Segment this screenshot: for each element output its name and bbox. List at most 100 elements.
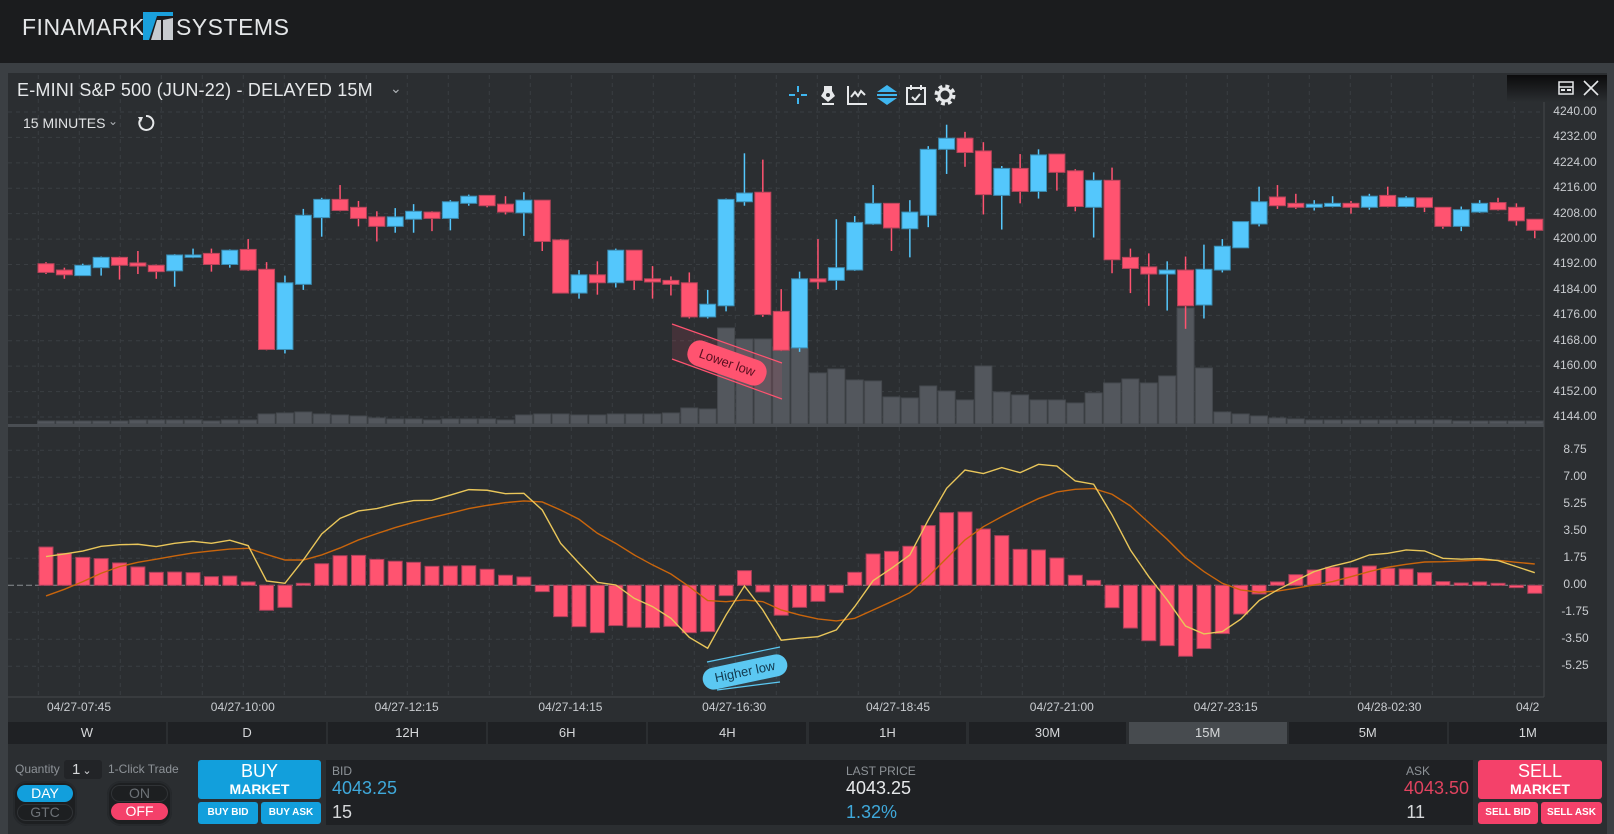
timeframe-button-w[interactable]: W: [8, 722, 166, 744]
candle[interactable]: [1177, 256, 1195, 329]
candle[interactable]: [405, 204, 423, 233]
layers-icon[interactable]: [875, 83, 899, 107]
candle[interactable]: [1158, 261, 1176, 311]
buy-ask-button[interactable]: BUY ASK: [261, 802, 321, 824]
candle[interactable]: [588, 261, 606, 295]
candle[interactable]: [882, 202, 900, 251]
candle[interactable]: [1305, 200, 1323, 211]
timeframe-button-12h[interactable]: 12H: [328, 722, 487, 744]
candle[interactable]: [938, 124, 956, 174]
candle[interactable]: [552, 239, 570, 294]
candle[interactable]: [276, 275, 294, 354]
candle[interactable]: [294, 208, 312, 290]
candle[interactable]: [956, 131, 974, 167]
buy-bid-button[interactable]: BUY BID: [198, 802, 258, 824]
candle[interactable]: [1287, 193, 1305, 209]
timeframe-button-6h[interactable]: 6H: [488, 722, 647, 744]
timeframe-button-1m[interactable]: 1M: [1448, 722, 1607, 744]
candle[interactable]: [1140, 253, 1158, 306]
candle[interactable]: [1526, 218, 1544, 239]
candle[interactable]: [423, 211, 441, 232]
timeframe-button-4h[interactable]: 4H: [648, 722, 807, 744]
candle[interactable]: [74, 263, 92, 277]
one-click-trade-toggle[interactable]: ON OFF: [107, 781, 172, 826]
candle[interactable]: [644, 266, 662, 299]
chevron-down-icon[interactable]: ⌄: [108, 114, 119, 128]
gtc-option[interactable]: GTC: [17, 804, 73, 821]
line-chart-icon[interactable]: [845, 83, 869, 107]
candle[interactable]: [974, 142, 992, 215]
candle[interactable]: [1048, 153, 1066, 191]
candle[interactable]: [1011, 154, 1029, 204]
candle[interactable]: [1452, 206, 1470, 232]
candle[interactable]: [570, 270, 588, 299]
pen-tool-icon[interactable]: [816, 83, 840, 107]
candle[interactable]: [515, 192, 533, 236]
candle[interactable]: [607, 248, 625, 288]
candle[interactable]: [497, 196, 514, 215]
candle[interactable]: [662, 276, 680, 296]
buy-market-button[interactable]: BUY MARKET: [198, 760, 321, 799]
candle[interactable]: [313, 197, 331, 237]
candle[interactable]: [754, 159, 772, 317]
candle[interactable]: [699, 289, 717, 319]
quantity-select[interactable]: 1 ⌄: [64, 760, 102, 779]
candle[interactable]: [202, 248, 220, 272]
timeframe-button-d[interactable]: D: [168, 722, 326, 744]
candle[interactable]: [147, 264, 165, 279]
candle[interactable]: [239, 239, 257, 271]
pane-divider[interactable]: [8, 424, 1544, 427]
candle[interactable]: [1103, 167, 1121, 274]
timeframe-button-5m[interactable]: 5M: [1288, 722, 1447, 744]
on-option[interactable]: ON: [111, 785, 168, 802]
candle[interactable]: [1397, 196, 1415, 208]
candle[interactable]: [1471, 200, 1489, 213]
candle[interactable]: [1379, 186, 1397, 208]
candle[interactable]: [460, 194, 478, 206]
candle[interactable]: [1268, 185, 1286, 209]
crosshair-icon[interactable]: [786, 83, 810, 107]
candle[interactable]: [717, 198, 735, 312]
gear-icon[interactable]: [933, 83, 957, 107]
candle[interactable]: [1066, 169, 1084, 212]
timeframe-button-30m[interactable]: 30M: [968, 722, 1127, 744]
candle[interactable]: [846, 216, 864, 271]
sell-bid-button[interactable]: SELL BID: [1478, 802, 1538, 824]
candle[interactable]: [368, 211, 386, 242]
candle[interactable]: [827, 219, 845, 290]
timeframe-button-15m[interactable]: 15M: [1128, 722, 1287, 744]
interval-dropdown[interactable]: 15 MINUTES: [23, 115, 106, 131]
candle[interactable]: [1250, 186, 1268, 227]
off-option[interactable]: OFF: [111, 803, 168, 820]
candle[interactable]: [331, 185, 349, 212]
candle[interactable]: [1213, 239, 1231, 273]
instrument-title[interactable]: E-MINI S&P 500 (JUN-22) - DELAYED 15M: [17, 80, 373, 100]
candle[interactable]: [1416, 197, 1433, 213]
candle[interactable]: [901, 200, 919, 258]
candle[interactable]: [809, 239, 827, 290]
sell-ask-button[interactable]: SELL ASK: [1541, 802, 1602, 824]
candle[interactable]: [791, 271, 809, 352]
candle[interactable]: [1121, 248, 1139, 294]
candle[interactable]: [1324, 196, 1342, 208]
candle[interactable]: [129, 250, 147, 275]
calendar-icon[interactable]: [904, 83, 928, 107]
candle[interactable]: [533, 199, 551, 251]
candle[interactable]: [221, 249, 239, 268]
candle[interactable]: [1085, 172, 1103, 238]
candle[interactable]: [625, 249, 643, 290]
candle[interactable]: [1434, 206, 1452, 229]
candle[interactable]: [92, 256, 110, 276]
timeframe-button-1h[interactable]: 1H: [808, 722, 967, 744]
refresh-icon[interactable]: [137, 114, 155, 132]
candle[interactable]: [1232, 221, 1250, 249]
candle[interactable]: [166, 254, 184, 287]
order-duration-toggle[interactable]: DAY GTC: [13, 781, 77, 826]
day-option[interactable]: DAY: [17, 785, 73, 802]
candle[interactable]: [1489, 197, 1507, 211]
candle[interactable]: [111, 256, 129, 280]
candle[interactable]: [478, 194, 496, 208]
candle[interactable]: [735, 153, 753, 206]
candle[interactable]: [919, 146, 937, 228]
candle[interactable]: [184, 248, 202, 259]
